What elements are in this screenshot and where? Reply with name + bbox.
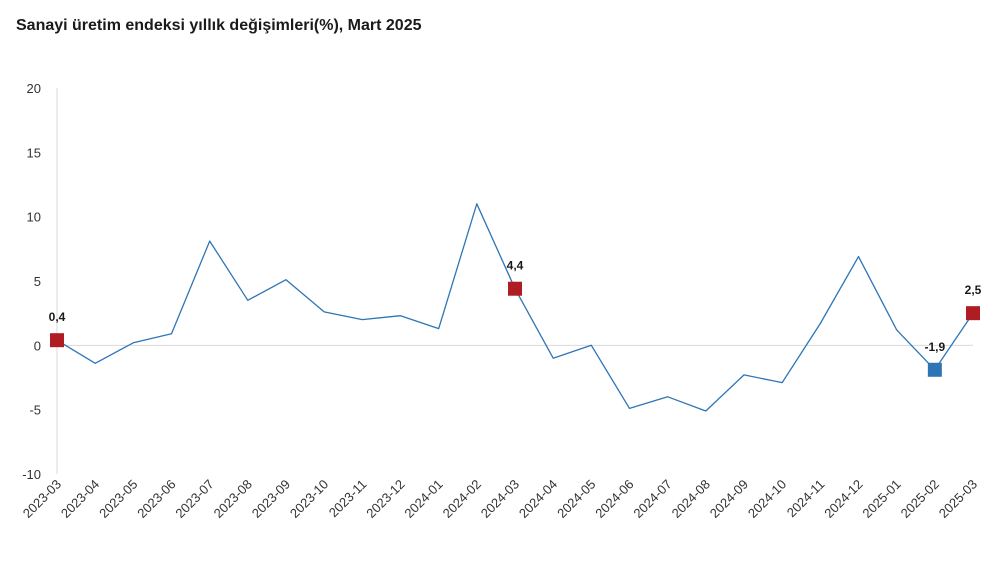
series-lines: [56, 203, 974, 412]
chart-title: Sanayi üretim endeksi yıllık değişimleri…: [16, 17, 422, 34]
x-tick-label: 2023-04: [58, 477, 102, 521]
x-tick-label: 2023-07: [172, 477, 216, 521]
x-tick-label: 2025-02: [898, 477, 942, 521]
x-tick-label: 2023-12: [363, 477, 407, 521]
x-tick-labels: 2023-032023-042023-052023-062023-072023-…: [20, 477, 980, 521]
x-tick-label: 2024-04: [516, 477, 560, 521]
data-label: 2,5: [965, 283, 982, 297]
y-tick-label: -10: [22, 467, 41, 482]
y-tick-label: 10: [27, 210, 41, 225]
y-tick-label: 20: [27, 81, 41, 96]
data-point-marker: [508, 281, 522, 296]
x-tick-label: 2024-01: [401, 477, 445, 521]
data-label: 0,4: [49, 310, 66, 324]
x-tick-label: 2024-06: [592, 477, 636, 521]
x-tick-label: 2023-08: [211, 477, 255, 521]
y-tick-label: -5: [29, 403, 41, 418]
y-tick-label: 0: [34, 338, 41, 353]
data-point-marker: [50, 333, 64, 348]
y-tick-label: 15: [27, 145, 41, 160]
x-tick-label: 2023-03: [20, 477, 64, 521]
x-tick-label: 2024-12: [821, 477, 865, 521]
x-tick-label: 2023-05: [96, 477, 140, 521]
y-tick-label: 5: [34, 274, 41, 289]
x-tick-label: 2024-05: [554, 477, 598, 521]
x-tick-label: 2023-11: [326, 477, 370, 521]
x-tick-label: 2025-03: [936, 477, 980, 521]
x-tick-label: 2023-10: [287, 477, 331, 521]
x-tick-label: 2024-08: [669, 477, 713, 521]
axes: [56, 88, 973, 474]
series-line: [56, 203, 974, 412]
x-tick-label: 2024-09: [707, 477, 751, 521]
data-label: -1,9: [924, 340, 945, 354]
x-tick-label: 2024-02: [440, 477, 484, 521]
x-tick-label: 2024-10: [745, 477, 789, 521]
data-point-marker: [927, 362, 942, 377]
x-tick-label: 2023-06: [134, 477, 178, 521]
data-label: 4,4: [507, 259, 524, 273]
x-tick-label: 2024-11: [784, 477, 828, 521]
highlight-markers: 0,4 4,4 -1,9 2,5: [49, 259, 982, 377]
x-tick-label: 2023-09: [249, 477, 293, 521]
x-tick-label: 2025-01: [859, 477, 903, 521]
x-tick-label: 2024-07: [630, 477, 674, 521]
x-tick-label: 2024-03: [478, 477, 522, 521]
y-tick-labels: 20 15 10 5 0 -5 -10: [22, 81, 41, 482]
data-point-marker: [966, 306, 980, 321]
